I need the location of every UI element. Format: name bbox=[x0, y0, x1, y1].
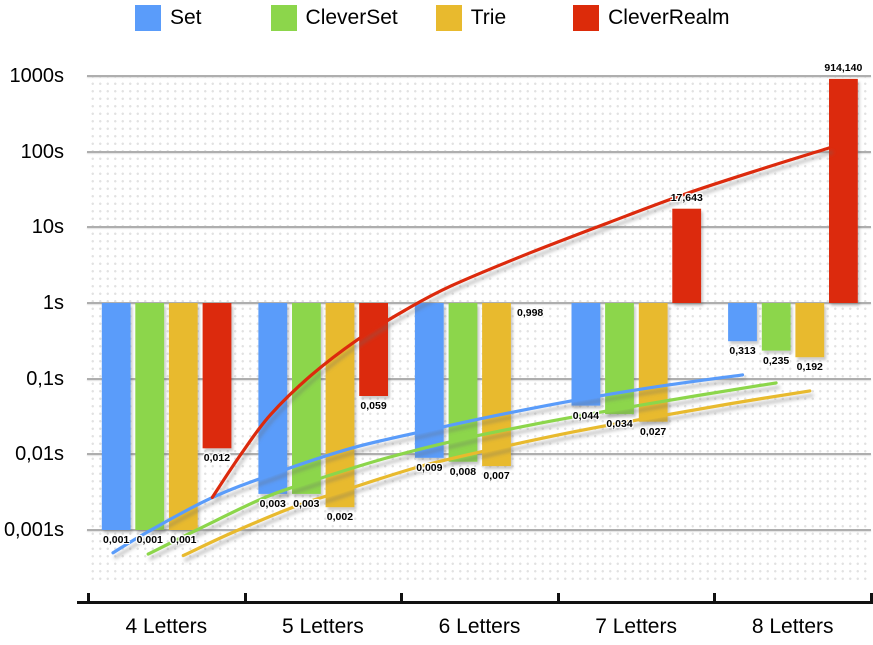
y-tick-label: 1s bbox=[42, 292, 64, 314]
gridline-0,1s bbox=[87, 377, 871, 380]
y-tick-label: 1000s bbox=[9, 64, 65, 87]
bar-set-5-letters bbox=[258, 303, 288, 494]
x-axis-tick bbox=[870, 593, 873, 602]
gridline-1s bbox=[87, 302, 871, 304]
trend-curve-cleverrealm bbox=[210, 146, 831, 499]
legend-swatch-icon bbox=[435, 5, 462, 31]
legend-item-cleverrealm: CleverRealm bbox=[573, 5, 730, 31]
bar-cleverset-4-letters bbox=[135, 303, 165, 530]
value-label: 0,003 bbox=[293, 497, 320, 510]
y-tick-label: 10s bbox=[31, 216, 64, 239]
trend-curve-cleverset bbox=[146, 381, 778, 556]
value-label: 0,034 bbox=[606, 418, 633, 431]
x-axis-tick bbox=[400, 593, 404, 602]
x-axis-line bbox=[77, 601, 873, 604]
trend-curve-trie bbox=[181, 389, 812, 558]
x-axis-tick bbox=[556, 593, 560, 602]
value-label: 0,009 bbox=[416, 461, 443, 474]
value-label: 0,059 bbox=[360, 400, 387, 412]
value-label: 0,044 bbox=[572, 409, 600, 422]
value-label: 0,001 bbox=[170, 534, 197, 546]
value-label: 0,235 bbox=[763, 354, 790, 367]
x-axis-tick bbox=[713, 593, 717, 602]
gridline-0,001s bbox=[87, 529, 871, 531]
bar-set-4-letters bbox=[101, 303, 131, 530]
category-label-8-letters: 8 Letters bbox=[751, 615, 834, 638]
value-label: 0,012 bbox=[203, 452, 231, 465]
legend-label: CleverSet bbox=[305, 6, 398, 29]
legend-swatch-icon bbox=[270, 5, 297, 31]
value-label: 0,007 bbox=[483, 470, 510, 483]
value-label: 0,008 bbox=[449, 465, 477, 478]
legend-item-cleverset: CleverSet bbox=[270, 5, 398, 31]
bar-cleverrealm-8-letters bbox=[829, 78, 858, 304]
gridline-0,01s bbox=[87, 453, 871, 456]
value-label: 0,192 bbox=[796, 361, 823, 374]
value-label: 17,643 bbox=[670, 191, 703, 204]
bar-cleverrealm-7-letters bbox=[672, 208, 702, 303]
legend-swatch-icon bbox=[573, 5, 600, 31]
bar-trie-8-letters bbox=[795, 303, 825, 358]
x-axis-tick bbox=[87, 593, 90, 602]
trend-curve-set bbox=[111, 373, 745, 555]
category-label-4-letters: 4 Letters bbox=[125, 615, 208, 638]
value-label: 0,001 bbox=[136, 534, 163, 546]
category-label-7-letters: 7 Letters bbox=[595, 615, 677, 638]
bar-trie-4-letters bbox=[168, 303, 198, 530]
legend-label: Set bbox=[170, 6, 202, 29]
legend-label: Trie bbox=[470, 6, 507, 29]
y-tick-label: 0,001s bbox=[3, 519, 64, 541]
value-label: 0,998 bbox=[517, 307, 544, 320]
bar-cleverset-7-letters bbox=[605, 303, 634, 415]
bar-cleverrealm-5-letters bbox=[359, 303, 388, 396]
bar-set-6-letters bbox=[414, 303, 444, 458]
value-label: 0,003 bbox=[259, 497, 286, 510]
legend-label: CleverRealm bbox=[608, 6, 730, 29]
legend-item-set: Set bbox=[135, 5, 202, 31]
value-label: 0,313 bbox=[729, 345, 756, 358]
legend-item-trie: Trie bbox=[435, 5, 507, 31]
value-label: 914,140 bbox=[824, 61, 863, 74]
gridline-100s bbox=[87, 150, 871, 153]
gridline-10s bbox=[87, 226, 871, 229]
value-label: 0,002 bbox=[326, 511, 354, 524]
bar-set-7-letters bbox=[571, 303, 601, 406]
category-label-5-letters: 5 Letters bbox=[282, 615, 364, 638]
y-tick-label: 0,1s bbox=[26, 367, 64, 390]
bar-cleverrealm-4-letters bbox=[202, 303, 232, 449]
category-label-6-letters: 6 Letters bbox=[438, 615, 521, 638]
value-label: 0,027 bbox=[640, 425, 667, 438]
legend-swatch-icon bbox=[135, 5, 161, 31]
y-tick-label: 0,01s bbox=[15, 443, 64, 466]
bar-cleverset-8-letters bbox=[761, 303, 791, 351]
bar-set-8-letters bbox=[728, 303, 757, 342]
gridline-1000s bbox=[87, 75, 871, 77]
x-axis-tick bbox=[243, 593, 247, 602]
y-tick-label: 100s bbox=[20, 140, 64, 163]
bar-trie-6-letters bbox=[482, 303, 511, 467]
value-label: 0,001 bbox=[103, 534, 130, 546]
chart-legend: Set CleverSet Trie CleverRealm bbox=[0, 4, 730, 32]
